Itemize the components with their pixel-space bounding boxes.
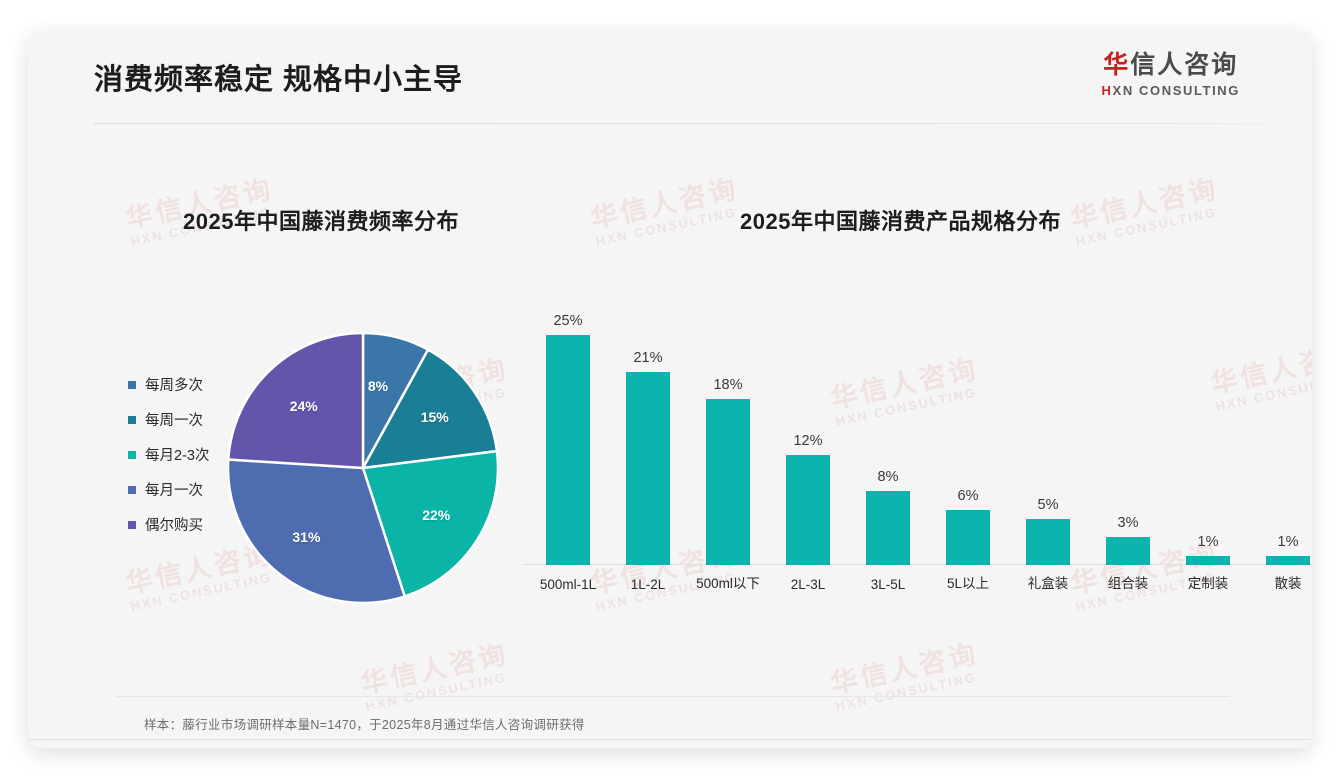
logo-chinese-dark: 信人咨询: [1130, 51, 1239, 79]
bar-category-label: 500ml-1L: [539, 577, 597, 592]
pie-legend-label: 每周多次: [145, 378, 203, 394]
pie-legend-label: 每月2-3次: [145, 448, 210, 464]
pie-slice-label: 31%: [292, 529, 321, 546]
bar-value-label: 6%: [957, 487, 979, 504]
brand-logo: 华信人咨询 HXN CONSULTING: [1102, 51, 1240, 98]
pie-legend-item[interactable]: 每月一次: [128, 472, 209, 507]
pie-legend-label: 偶尔购买: [145, 518, 203, 534]
bar-rect[interactable]: [866, 491, 910, 565]
pie-legend: 每周多次每周一次每月2-3次 每月一次偶尔购买: [128, 367, 209, 542]
logo-english: HXN CONSULTING: [1102, 83, 1240, 98]
pie-slice-label: 22%: [422, 506, 451, 523]
bar-rect[interactable]: [626, 371, 670, 565]
bar-column[interactable]: 1%: [1168, 534, 1248, 565]
pie-legend-label: 每周一次: [145, 413, 203, 429]
bar-column[interactable]: 6%: [928, 488, 1008, 565]
pie-slice-label: 24%: [289, 397, 318, 414]
bar-rect[interactable]: [546, 335, 590, 565]
pie-chart: 每周多次每周一次每月2-3次 每月一次偶尔购买 8% 15% 22% 31% 24%: [118, 310, 518, 630]
bar-value-label: 5%: [1037, 497, 1059, 513]
pie-slice[interactable]: [361, 449, 498, 598]
bar-category-label: 500ml以下: [696, 576, 760, 591]
bar-column[interactable]: 12%: [768, 433, 848, 565]
pie-svg: [228, 331, 498, 605]
legend-swatch-icon: [128, 380, 136, 389]
bar-column[interactable]: 8%: [848, 469, 928, 565]
bar-category-label: 定制装: [1187, 576, 1229, 591]
bar-value-label: 1%: [1277, 533, 1299, 550]
bar-column[interactable]: 1%: [1248, 534, 1312, 565]
pie-slice[interactable]: [228, 458, 407, 605]
bar-column[interactable]: 25%: [528, 313, 608, 565]
pie-slice[interactable]: [360, 348, 498, 470]
pie-slice-label: 15%: [420, 408, 449, 425]
bar-column[interactable]: 21%: [608, 350, 688, 565]
bar-value-label: 25%: [553, 313, 583, 329]
pie-legend-item[interactable]: 每周一次: [128, 402, 209, 437]
logo-chinese: 华信人咨询: [1102, 51, 1240, 80]
bar-rect[interactable]: [946, 509, 990, 565]
slide-header: 消费频率稳定 规格中小主导 华信人咨询 HXN CONSULTING: [28, 30, 1312, 126]
sample-note: 样本：藤行业市场调研样本量N=1470，于2025年8月通过华信人咨询调研获得: [144, 718, 585, 732]
bar-rect[interactable]: [1026, 519, 1070, 565]
bar-category-label: 1L-2L: [630, 577, 666, 592]
logo-english-red: H: [1101, 82, 1113, 98]
pie-legend-label: 每月一次: [145, 483, 203, 499]
bar-value-label: 1%: [1197, 533, 1219, 550]
pie-chart-title: 2025年中国藤消费频率分布: [183, 209, 459, 234]
bar-column[interactable]: 5%: [1008, 497, 1088, 565]
pie-slice-label: 8%: [367, 377, 389, 394]
header-divider: [94, 123, 1268, 124]
bar-category-label: 散装: [1274, 576, 1302, 591]
bar-value-label: 8%: [877, 469, 899, 486]
pie-slice[interactable]: [228, 331, 365, 470]
bar-rect[interactable]: [1106, 537, 1150, 565]
legend-swatch-icon: [128, 520, 136, 529]
pie-legend-item[interactable]: 偶尔购买: [128, 507, 209, 542]
bar-category-label: 3L-5L: [870, 577, 906, 592]
bar-column[interactable]: 18%: [688, 377, 768, 565]
bar-value-label: 18%: [713, 377, 743, 394]
bar-axis-line: [523, 564, 1312, 565]
bar-value-label: 3%: [1117, 515, 1139, 532]
slide-card: 华信人咨询 HXN CONSULTING 华信人咨询 HXN CONSULTING 华信…: [28, 30, 1312, 748]
legend-swatch-icon: [128, 450, 136, 459]
bar-category-label: 2L-3L: [790, 577, 826, 592]
legend-swatch-icon: [128, 485, 136, 494]
bar-rect[interactable]: [1186, 555, 1230, 565]
note-divider: [116, 696, 1230, 697]
pie-legend-item[interactable]: 每月2-3次: [128, 437, 209, 472]
bar-rect[interactable]: [1266, 555, 1310, 565]
bar-chart: 25% 500ml-1L 21% 1L-2L 18% 500ml以下 12% 2L-3L 8% 3…: [523, 300, 1312, 600]
bar-value-label: 12%: [793, 432, 823, 449]
bar-value-label: 21%: [633, 349, 663, 366]
logo-chinese-red: 华: [1103, 51, 1131, 79]
bar-chart-title: 2025年中国藤消费产品规格分布: [740, 209, 1061, 234]
legend-swatch-icon: [128, 415, 136, 424]
bar-category-label: 5L以上: [946, 576, 990, 591]
pie-legend-item[interactable]: 每周多次: [128, 367, 209, 402]
bar-rect[interactable]: [706, 399, 750, 565]
bar-rect[interactable]: [786, 454, 830, 565]
bar-category-label: 组合装: [1107, 576, 1149, 591]
footer-divider: [28, 739, 1312, 740]
bar-category-label: 礼盒装: [1027, 576, 1069, 591]
page-title: 消费频率稳定 规格中小主导: [94, 64, 464, 96]
logo-english-rest: XN CONSULTING: [1112, 82, 1240, 98]
bar-column[interactable]: 3%: [1088, 515, 1168, 565]
